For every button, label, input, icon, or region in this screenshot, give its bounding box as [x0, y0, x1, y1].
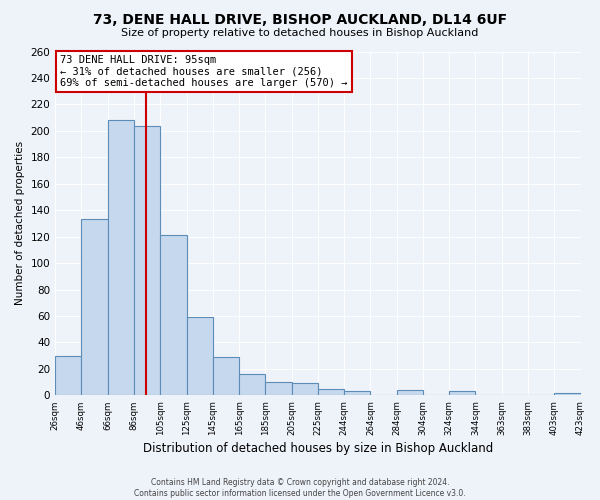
Text: 73 DENE HALL DRIVE: 95sqm
← 31% of detached houses are smaller (256)
69% of semi: 73 DENE HALL DRIVE: 95sqm ← 31% of detac…: [61, 55, 348, 88]
Bar: [397, 390, 423, 396]
Text: 73, DENE HALL DRIVE, BISHOP AUCKLAND, DL14 6UF: 73, DENE HALL DRIVE, BISHOP AUCKLAND, DL…: [93, 12, 507, 26]
Bar: [108, 120, 134, 396]
Text: Size of property relative to detached houses in Bishop Auckland: Size of property relative to detached ho…: [121, 28, 479, 38]
Bar: [82, 220, 108, 396]
Bar: [554, 392, 581, 396]
Bar: [213, 357, 239, 396]
Bar: [55, 356, 82, 396]
Bar: [187, 318, 213, 396]
Bar: [134, 126, 160, 396]
Bar: [318, 388, 344, 396]
X-axis label: Distribution of detached houses by size in Bishop Auckland: Distribution of detached houses by size …: [143, 442, 493, 455]
Bar: [292, 384, 318, 396]
Bar: [239, 374, 265, 396]
Text: Contains HM Land Registry data © Crown copyright and database right 2024.
Contai: Contains HM Land Registry data © Crown c…: [134, 478, 466, 498]
Bar: [265, 382, 292, 396]
Y-axis label: Number of detached properties: Number of detached properties: [15, 142, 25, 306]
Bar: [160, 236, 187, 396]
Bar: [344, 392, 370, 396]
Bar: [449, 392, 475, 396]
